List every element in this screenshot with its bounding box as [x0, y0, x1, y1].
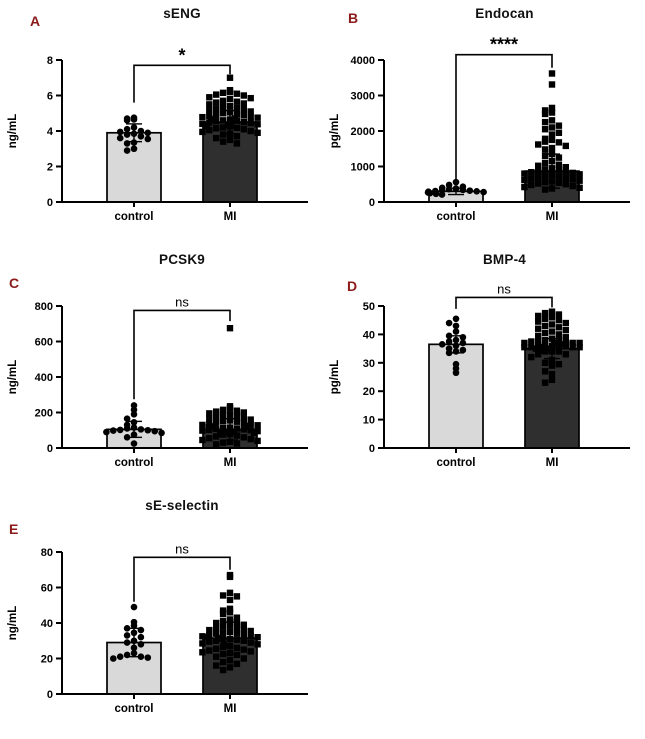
svg-text:40: 40	[41, 618, 53, 630]
chart-endocan: 0 1000 2000 3000 4000 control MI pg/mL ****	[329, 35, 630, 223]
svg-text:MI: MI	[224, 703, 237, 715]
significance-label: *	[178, 45, 185, 65]
panel-letter-a: A	[30, 13, 41, 29]
axes-group	[56, 305, 308, 453]
svg-text:0: 0	[369, 443, 375, 455]
y-axis-label: ng/mL	[7, 606, 19, 641]
chart-title-seng: sENG	[163, 6, 201, 21]
significance-bracket	[133, 556, 231, 602]
chart-se-selectin: 0 20 40 60 80 control MI ng/mL ns	[7, 541, 308, 715]
svg-text:1000: 1000	[351, 162, 375, 174]
chart-seng: 0 2 4 6 8 control MI ng/mL *	[7, 45, 308, 223]
svg-text:MI: MI	[546, 211, 559, 223]
panel-letter-d: D	[347, 278, 358, 294]
chart-bmp4: 0 10 20 30 40 50 control MI pg/mL ns	[329, 281, 630, 469]
svg-text:0: 0	[47, 197, 53, 209]
svg-text:400: 400	[35, 372, 53, 384]
chart-title-bmp4: BMP-4	[482, 252, 526, 267]
svg-text:800: 800	[35, 301, 53, 313]
significance-bracket	[133, 309, 231, 400]
axes-group	[378, 59, 630, 207]
y-axis-label: ng/mL	[7, 360, 19, 395]
y-axis-label: ng/mL	[7, 114, 19, 149]
bar-control	[428, 343, 484, 449]
panel-letter-b: B	[348, 10, 359, 26]
panel-letter-e: E	[9, 521, 19, 537]
chart-title-pcsk9: PCSK9	[158, 252, 205, 267]
svg-text:20: 20	[363, 386, 375, 398]
scatter-points-group	[110, 571, 261, 674]
panel-c: C PCSK9 0 200 400 600 800 control MI ng/mL ns	[0, 246, 322, 492]
svg-text:0: 0	[369, 197, 375, 209]
scatter-points-group	[424, 70, 583, 198]
axes-group	[378, 305, 630, 453]
significance-bracket	[455, 53, 553, 180]
svg-text:control: control	[115, 211, 154, 223]
svg-text:40: 40	[363, 329, 375, 341]
tick-labels-group: 0 2 4 6 8 control MI	[47, 55, 237, 223]
svg-text:2000: 2000	[351, 126, 375, 138]
svg-text:0: 0	[47, 443, 53, 455]
significance-bracket	[133, 64, 231, 103]
y-axis-label: pg/mL	[329, 360, 341, 395]
svg-text:50: 50	[363, 301, 375, 313]
panel-a: A sENG 0 2 4 6 8 control MI ng/mL *	[0, 0, 322, 246]
scatter-points-group	[438, 308, 583, 386]
svg-text:MI: MI	[224, 211, 237, 223]
svg-text:8: 8	[47, 55, 53, 67]
svg-text:4000: 4000	[351, 55, 375, 67]
axes-group	[56, 551, 308, 699]
svg-text:6: 6	[47, 91, 53, 103]
panel-b: B Endocan 0 1000 2000 3000 4000 control MI pg/m…	[322, 0, 645, 246]
significance-label: ns	[175, 294, 189, 309]
axes-group	[56, 59, 308, 207]
svg-text:control: control	[115, 457, 154, 469]
significance-bracket	[455, 296, 553, 309]
tick-labels-group: 0 20 40 60 80 control MI	[41, 547, 237, 715]
svg-text:200: 200	[35, 408, 53, 420]
svg-text:MI: MI	[546, 457, 559, 469]
scatter-points-group	[116, 74, 261, 154]
tick-labels-group: 0 1000 2000 3000 4000 control MI	[351, 55, 559, 223]
panel-letter-c: C	[9, 275, 20, 291]
svg-text:60: 60	[41, 583, 53, 595]
chart-pcsk9: 0 200 400 600 800 control MI ng/mL ns	[7, 294, 308, 469]
tick-labels-group: 0 200 400 600 800 control MI	[35, 301, 237, 469]
scatter-points-group	[103, 324, 261, 448]
svg-text:3000: 3000	[351, 91, 375, 103]
svg-text:control: control	[437, 211, 476, 223]
tick-labels-group: 0 10 20 30 40 50 control MI	[363, 301, 559, 469]
significance-label: ns	[497, 281, 511, 296]
svg-text:10: 10	[363, 415, 375, 427]
significance-label: ****	[490, 35, 518, 55]
y-axis-label: pg/mL	[329, 114, 341, 149]
svg-text:20: 20	[41, 654, 53, 666]
chart-title-se-selectin: sE-selectin	[145, 498, 219, 513]
panel-e: E sE-selectin 0 20 40 60 80 control MI ng/mL ns	[0, 492, 322, 738]
svg-text:80: 80	[41, 547, 53, 559]
svg-text:0: 0	[47, 689, 53, 701]
panel-d: D BMP-4 0 10 20 30 40 50 control MI pg/mL ns	[322, 246, 645, 492]
svg-text:600: 600	[35, 337, 53, 349]
svg-text:30: 30	[363, 358, 375, 370]
svg-text:MI: MI	[224, 457, 237, 469]
chart-title-endocan: Endocan	[475, 6, 534, 21]
svg-text:2: 2	[47, 162, 53, 174]
svg-text:control: control	[437, 457, 476, 469]
significance-label: ns	[175, 541, 189, 556]
bars-group	[106, 109, 258, 203]
svg-text:4: 4	[47, 126, 54, 138]
svg-text:control: control	[115, 703, 154, 715]
panel-empty	[322, 492, 645, 738]
